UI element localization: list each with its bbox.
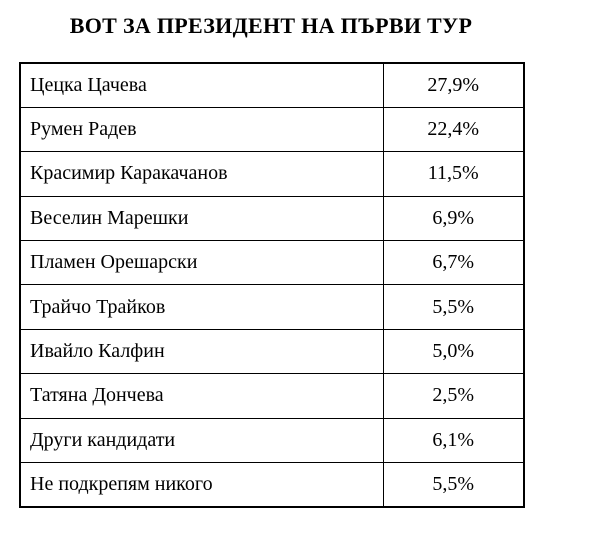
page-title: ВОТ ЗА ПРЕЗИДЕНТ НА ПЪРВИ ТУР bbox=[69, 13, 473, 38]
results-table: Цецка Цачева 27,9% Румен Радев 22,4% Кра… bbox=[19, 62, 525, 508]
candidate-percent: 27,9% bbox=[382, 62, 525, 108]
candidate-name: Румен Радев bbox=[19, 106, 384, 153]
candidate-percent: 11,5% bbox=[382, 151, 525, 197]
table-row: Красимир Каракачанов 11,5% bbox=[19, 151, 525, 197]
candidate-percent: 6,7% bbox=[382, 240, 525, 286]
candidate-name: Ивайло Калфин bbox=[19, 328, 384, 375]
candidate-percent: 5,5% bbox=[382, 462, 525, 508]
table-row: Не подкрепям никого 5,5% bbox=[19, 462, 525, 508]
candidate-name: Цецка Цачева bbox=[19, 62, 384, 108]
candidate-percent: 5,5% bbox=[382, 284, 525, 330]
candidate-percent: 5,0% bbox=[382, 328, 525, 375]
candidate-name: Трайчо Трайков bbox=[19, 284, 384, 330]
table-row: Други кандидати 6,1% bbox=[19, 417, 525, 464]
candidate-percent: 2,5% bbox=[382, 373, 525, 419]
candidate-percent: 6,1% bbox=[382, 417, 525, 464]
table-row: Трайчо Трайков 5,5% bbox=[19, 284, 525, 330]
table-row: Румен Радев 22,4% bbox=[19, 106, 525, 153]
candidate-percent: 6,9% bbox=[382, 195, 525, 242]
candidate-name: Красимир Каракачанов bbox=[19, 151, 384, 197]
table-row: Цецка Цачева 27,9% bbox=[19, 62, 525, 108]
candidate-name: Други кандидати bbox=[19, 417, 384, 464]
table-row: Ивайло Калфин 5,0% bbox=[19, 328, 525, 375]
table-row: Пламен Орешарски 6,7% bbox=[19, 240, 525, 286]
table-row: Веселин Марешки 6,9% bbox=[19, 195, 525, 242]
candidate-name: Не подкрепям никого bbox=[19, 462, 384, 508]
candidate-name: Веселин Марешки bbox=[19, 195, 384, 242]
table-row: Татяна Дончева 2,5% bbox=[19, 373, 525, 419]
candidate-percent: 22,4% bbox=[382, 106, 525, 153]
candidate-name: Татяна Дончева bbox=[19, 373, 384, 419]
candidate-name: Пламен Орешарски bbox=[19, 240, 384, 286]
